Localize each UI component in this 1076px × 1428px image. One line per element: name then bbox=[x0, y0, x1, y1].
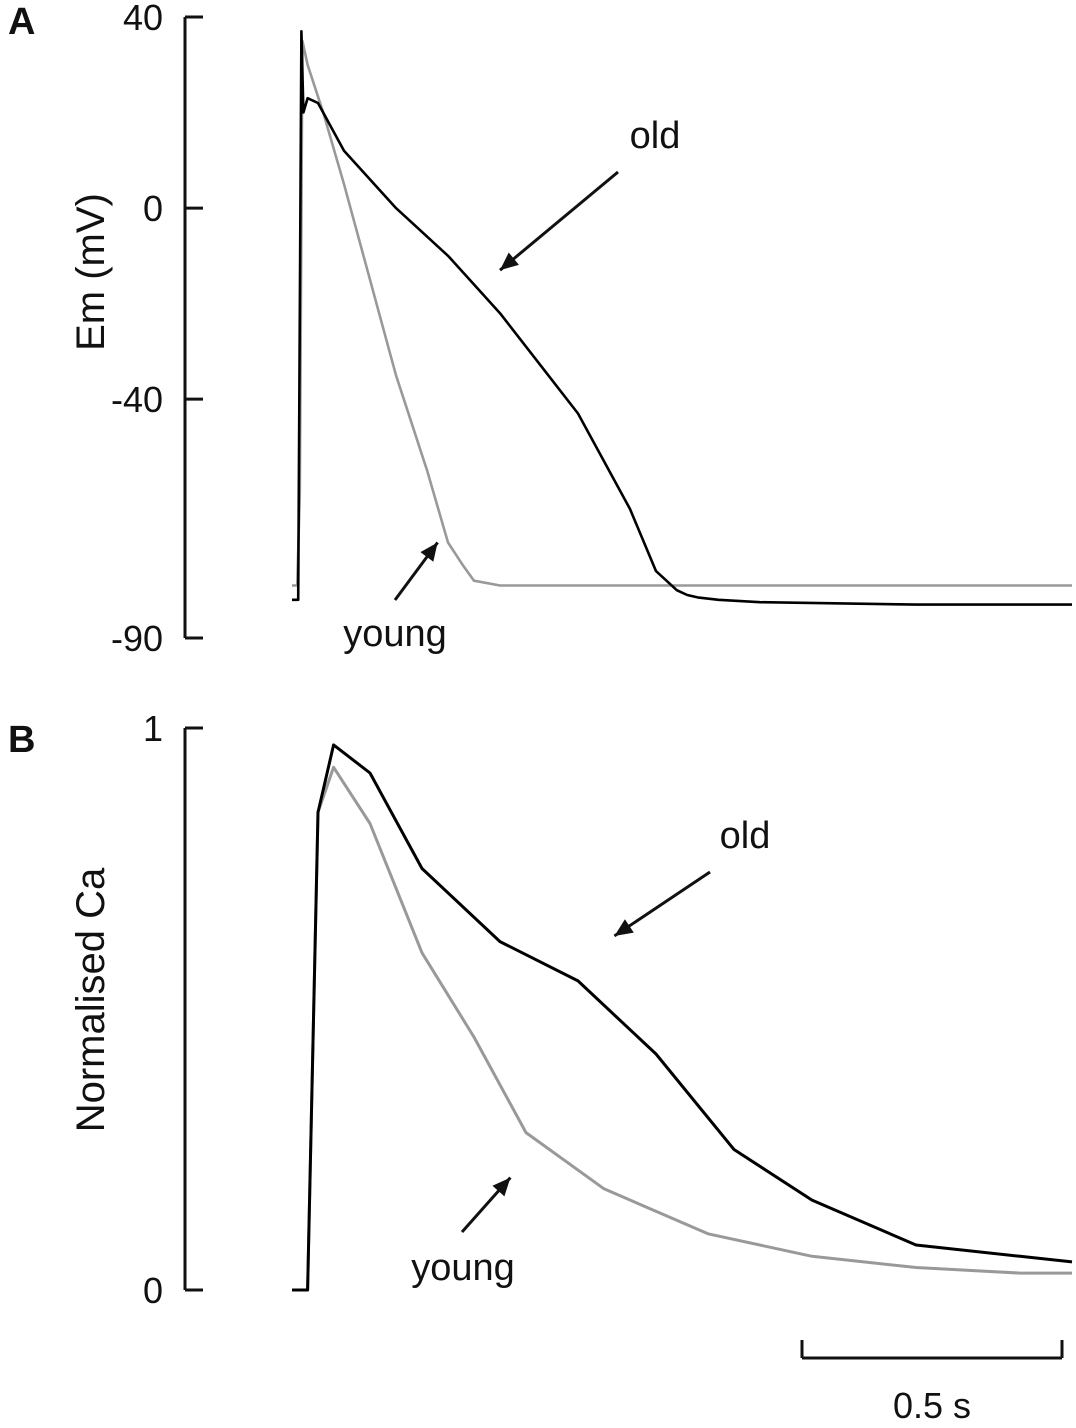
series-group-a bbox=[292, 29, 1072, 606]
annotation-arrowhead-young-b bbox=[492, 1177, 511, 1197]
y-tick-label-a: -40 bbox=[111, 379, 163, 420]
y-axis-title-a: Em (mV) bbox=[69, 193, 113, 351]
y-tick-label-a: 0 bbox=[143, 188, 163, 229]
panel-a: A 40 0 -40 -90 Em (mV) old young bbox=[8, 0, 1072, 659]
series-line-old-b bbox=[292, 743, 1073, 1292]
annotation-label-old-a: old bbox=[630, 115, 681, 157]
annotation-arrow-old-b bbox=[613, 870, 711, 938]
time-scale-bar: 0.5 s bbox=[800, 1340, 1064, 1426]
y-tick-label-b: 0 bbox=[143, 1270, 163, 1311]
y-tick-label-b: 1 bbox=[143, 708, 163, 749]
annotation-arrowhead-young-a bbox=[420, 542, 438, 562]
annotation-arrowhead-old-b bbox=[614, 919, 634, 936]
annotations-a: old young bbox=[343, 115, 680, 655]
panel-label-a: A bbox=[8, 1, 35, 43]
series-group-b bbox=[292, 743, 1073, 1292]
series-line-young-a bbox=[292, 39, 1072, 587]
annotation-label-young-b: young bbox=[411, 1247, 515, 1289]
annotations-b: old young bbox=[411, 815, 770, 1289]
y-axis-title-b: Normalised Ca bbox=[69, 867, 113, 1132]
y-axis-a: 40 0 -40 -90 bbox=[111, 0, 203, 659]
annotation-label-old-b: old bbox=[720, 815, 771, 857]
panel-label-b: B bbox=[8, 719, 35, 761]
y-tick-label-a: -90 bbox=[111, 618, 163, 659]
series-line-old-a bbox=[292, 29, 1072, 606]
annotation-arrowhead-old-a bbox=[500, 252, 519, 271]
scale-bar-label: 0.5 s bbox=[893, 1385, 971, 1426]
annotation-label-young-a: young bbox=[343, 613, 447, 655]
y-tick-label-a: 40 bbox=[123, 0, 163, 38]
y-axis-b: 10 bbox=[143, 708, 203, 1311]
annotation-arrow-old-a bbox=[499, 170, 619, 272]
